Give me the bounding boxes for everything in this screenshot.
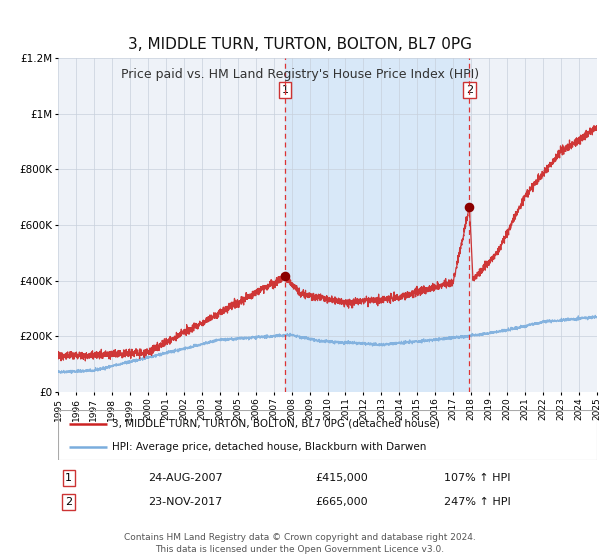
Text: This data is licensed under the Open Government Licence v3.0.: This data is licensed under the Open Gov… [155,545,445,554]
Text: 3, MIDDLE TURN, TURTON, BOLTON, BL7 0PG (detached house): 3, MIDDLE TURN, TURTON, BOLTON, BL7 0PG … [112,419,440,429]
Text: 1: 1 [65,473,72,483]
Text: 2: 2 [65,497,73,507]
Text: 107% ↑ HPI: 107% ↑ HPI [444,473,511,483]
Text: HPI: Average price, detached house, Blackburn with Darwen: HPI: Average price, detached house, Blac… [112,442,426,452]
Text: 2: 2 [466,85,473,95]
Text: Price paid vs. HM Land Registry's House Price Index (HPI): Price paid vs. HM Land Registry's House … [121,68,479,81]
Text: £415,000: £415,000 [315,473,368,483]
Bar [285,58,469,392]
Text: Contains HM Land Registry data © Crown copyright and database right 2024.: Contains HM Land Registry data © Crown c… [124,534,476,543]
Point [280,272,290,281]
Text: 23-NOV-2017: 23-NOV-2017 [148,497,222,507]
Text: 1: 1 [281,85,289,95]
Text: 247% ↑ HPI: 247% ↑ HPI [444,497,511,507]
Text: 24-AUG-2007: 24-AUG-2007 [148,473,223,483]
Point [464,202,474,211]
Text: 3, MIDDLE TURN, TURTON, BOLTON, BL7 0PG: 3, MIDDLE TURN, TURTON, BOLTON, BL7 0PG [128,37,472,52]
Text: £665,000: £665,000 [315,497,368,507]
